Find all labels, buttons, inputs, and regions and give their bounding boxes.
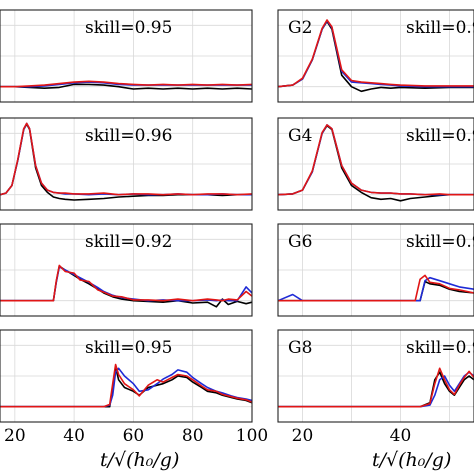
x-axis-ticks-right: 20 40 <box>292 426 412 446</box>
axes-frame <box>0 329 253 423</box>
x-tick-label: 60 <box>123 426 145 446</box>
series-group <box>0 122 252 201</box>
axes-frame <box>0 223 253 317</box>
series-group <box>278 19 474 93</box>
x-tick-label: 40 <box>63 426 85 446</box>
x-tick-label: 40 <box>390 426 412 446</box>
series-model-b-line <box>278 124 474 196</box>
axes-frame <box>0 117 253 211</box>
series-measured-line <box>0 365 252 408</box>
series-group <box>278 124 474 202</box>
panel-left-2: skill=0.96 <box>0 117 253 211</box>
series-measured-line <box>0 83 252 90</box>
series-group <box>278 367 474 408</box>
x-tick-label: 20 <box>292 426 314 446</box>
panel-left-1: skill=0.95 <box>0 9 253 103</box>
axes-frame <box>277 9 474 103</box>
panel-right-1: G2 skill=0.9 <box>277 9 474 103</box>
panel-left-3: skill=0.92 <box>0 223 253 317</box>
panel-annotation: G8 <box>288 338 312 358</box>
series-model-b-line <box>278 274 474 302</box>
panel-skill-annotation: skill=0.9 <box>406 232 474 252</box>
series-model-a-line <box>278 371 474 408</box>
series-group <box>278 274 474 302</box>
series-model-a-line <box>0 266 252 302</box>
series-model-b-line <box>278 367 474 408</box>
x-axis-label-left: t/√(h₀/g) <box>100 449 179 471</box>
panel-annotation: G6 <box>288 232 312 252</box>
panel-skill-annotation: skill=0.9 <box>406 126 474 146</box>
panel-skill-annotation: skill=0.9 <box>406 338 474 358</box>
axes-frame <box>277 117 474 211</box>
panel-annotation: skill=0.96 <box>85 126 172 146</box>
series-model-b-line <box>278 19 474 88</box>
x-axis-ticks-left: 20 40 60 80 100 <box>4 426 268 446</box>
axes-frame <box>0 9 253 103</box>
series-group <box>0 80 252 90</box>
panel-skill-annotation: skill=0.9 <box>406 18 474 38</box>
series-group <box>0 363 252 408</box>
panel-right-4: G8 skill=0.9 <box>277 329 474 423</box>
series-model-b-line <box>0 363 252 408</box>
axes-frame <box>277 223 474 317</box>
x-tick-label: 20 <box>4 426 26 446</box>
panel-annotation: skill=0.95 <box>85 18 172 38</box>
series-model-b-line <box>0 80 252 88</box>
series-model-b-line <box>0 264 252 302</box>
panel-annotation: skill=0.92 <box>85 232 172 252</box>
series-model-b-line <box>0 122 252 196</box>
series-measured-line <box>278 280 474 302</box>
series-group <box>0 264 252 308</box>
panel-annotation: skill=0.95 <box>85 338 172 358</box>
panel-right-2: G4 skill=0.9 <box>277 117 474 211</box>
panel-annotation: G4 <box>288 126 312 146</box>
panel-left-4: skill=0.95 <box>0 329 253 423</box>
panels-group: skill=0.95 G2 skill=0.9 skill=0.96 G4 skill=0… <box>0 9 474 423</box>
series-model-a-line <box>278 276 474 302</box>
axes-frame <box>277 329 474 423</box>
panel-right-3: G6 skill=0.9 <box>277 223 474 317</box>
panel-annotation: G2 <box>288 18 312 38</box>
x-tick-label: 100 <box>236 426 268 446</box>
x-axis-label-right: t/√(h₀/g) <box>372 449 451 471</box>
x-tick-label: 80 <box>182 426 204 446</box>
